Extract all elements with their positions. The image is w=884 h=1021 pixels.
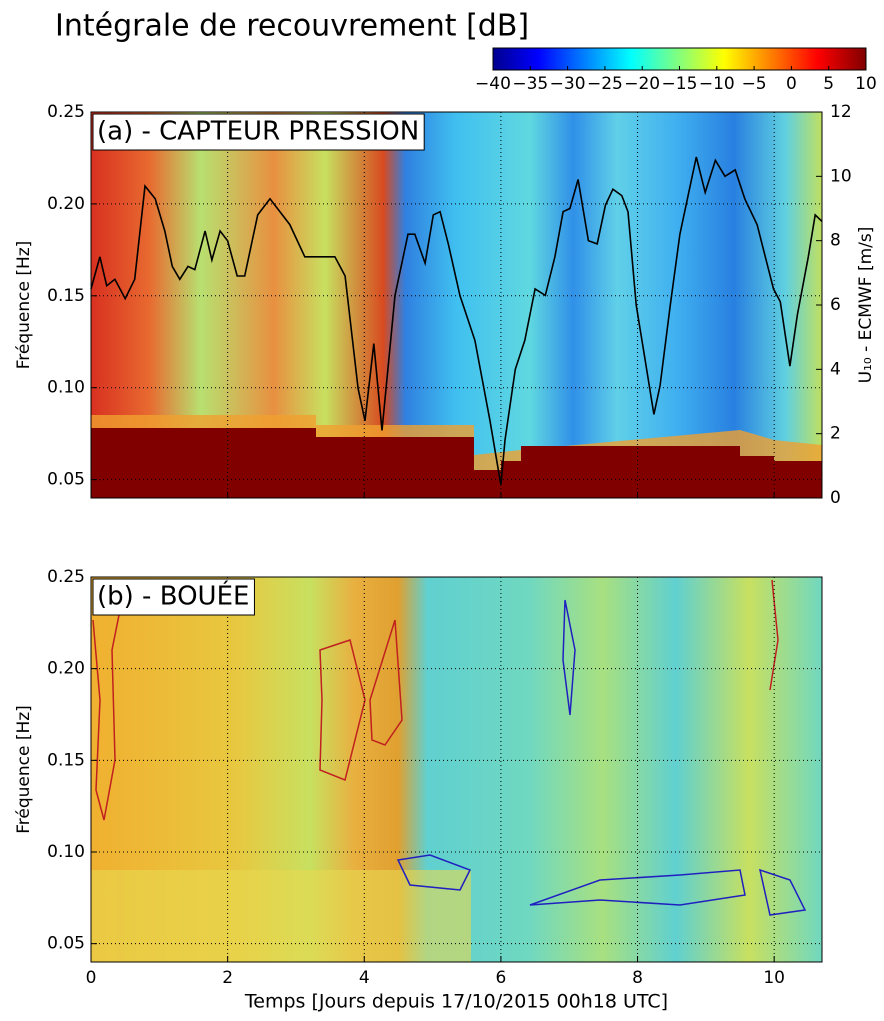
y-axis-label: Fréquence [Hz] bbox=[14, 241, 34, 370]
x-tick-label: 2 bbox=[222, 968, 233, 988]
y2-tick-label: 8 bbox=[830, 231, 841, 251]
band-low-b bbox=[91, 870, 471, 962]
y2-tick-label: 12 bbox=[830, 102, 852, 122]
y-tick-label: 0.05 bbox=[47, 934, 85, 954]
y2-tick-label: 6 bbox=[830, 295, 841, 315]
panel-label: (b) - BOUÉE bbox=[97, 580, 249, 612]
panel-label: (a) - CAPTEUR PRESSION bbox=[97, 117, 419, 147]
panel-label-box bbox=[92, 113, 425, 151]
y2-tick-label: 10 bbox=[830, 166, 852, 186]
x-axis-label: Temps [Jours depuis 17/10/2015 00h18 UTC… bbox=[244, 991, 668, 1013]
plot-frame bbox=[90, 576, 823, 963]
y-tick-label: 0.15 bbox=[47, 286, 85, 306]
y-tick-label: 0.20 bbox=[47, 194, 85, 214]
colorbar-tick-label: −5 bbox=[742, 74, 767, 94]
colorbar-tick-label: 10 bbox=[855, 74, 877, 94]
figure-title: Intégrale de recouvrement [dB] bbox=[55, 9, 529, 44]
y-tick-label: 0.05 bbox=[47, 470, 85, 490]
y-tick-label: 0.25 bbox=[47, 567, 85, 587]
y-tick-label: 0.20 bbox=[47, 659, 85, 679]
y2-tick-label: 4 bbox=[830, 359, 841, 379]
colorbar-tick-label: −40 bbox=[475, 74, 511, 94]
panel-label-box bbox=[92, 578, 255, 616]
y2-tick-label: 0 bbox=[830, 488, 841, 508]
y-axis-label: Fréquence [Hz] bbox=[14, 705, 34, 834]
band-low bbox=[91, 428, 822, 498]
colorbar-tick-label: 0 bbox=[786, 74, 797, 94]
x-tick-label: 6 bbox=[495, 968, 506, 988]
colorbar-tick-label: −20 bbox=[624, 74, 660, 94]
y-tick-label: 0.10 bbox=[47, 842, 85, 862]
colorbar-tick-label: 5 bbox=[823, 74, 834, 94]
x-tick-label: 10 bbox=[763, 968, 785, 988]
colorbar-tick-label: −10 bbox=[699, 74, 735, 94]
x-tick-label: 4 bbox=[359, 968, 370, 988]
y-tick-label: 0.25 bbox=[47, 102, 85, 122]
colorbar-tick-label: −35 bbox=[512, 74, 548, 94]
y2-axis-label: U₁₀ - ECMWF [m/s] bbox=[856, 227, 876, 384]
contours bbox=[92, 579, 807, 916]
y-tick-label: 0.15 bbox=[47, 750, 85, 770]
y2-tick-label: 2 bbox=[830, 424, 841, 444]
colorbar-tick-label: −25 bbox=[587, 74, 623, 94]
plot-frame bbox=[90, 111, 823, 499]
x-tick-label: 8 bbox=[632, 968, 643, 988]
x-tick-label: 0 bbox=[86, 968, 97, 988]
wind-line bbox=[90, 156, 823, 486]
y-tick-label: 0.10 bbox=[47, 378, 85, 398]
colorbar-tick-label: −30 bbox=[550, 74, 586, 94]
colorbar-tick-label: −15 bbox=[662, 74, 698, 94]
